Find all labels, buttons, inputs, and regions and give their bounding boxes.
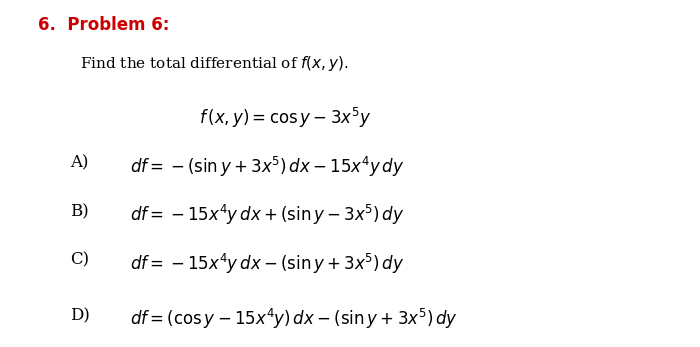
Text: A): A)	[70, 154, 88, 171]
Text: D): D)	[70, 307, 90, 324]
Text: 6.  Problem 6:: 6. Problem 6:	[38, 16, 170, 34]
Text: B): B)	[70, 203, 89, 220]
Text: $df = (\cos y - 15x^4 y)\,dx - (\sin y + 3x^5)\,dy$: $df = (\cos y - 15x^4 y)\,dx - (\sin y +…	[130, 307, 457, 331]
Text: $f\,(x, y) = \cos y - 3x^5 y$: $f\,(x, y) = \cos y - 3x^5 y$	[199, 106, 372, 130]
Text: C): C)	[70, 252, 89, 269]
Text: $df = -15x^4 y\,dx + (\sin y - 3x^5)\,dy$: $df = -15x^4 y\,dx + (\sin y - 3x^5)\,dy…	[130, 203, 404, 227]
Text: $df = -15x^4 y\,dx - (\sin y + 3x^5)\,dy$: $df = -15x^4 y\,dx - (\sin y + 3x^5)\,dy…	[130, 252, 404, 276]
Text: $df = -(\sin y + 3x^5)\,dx - 15x^4 y\,dy$: $df = -(\sin y + 3x^5)\,dx - 15x^4 y\,dy…	[130, 154, 404, 178]
Text: Find the total differential of $f(x, y)$.: Find the total differential of $f(x, y)$…	[80, 54, 349, 73]
